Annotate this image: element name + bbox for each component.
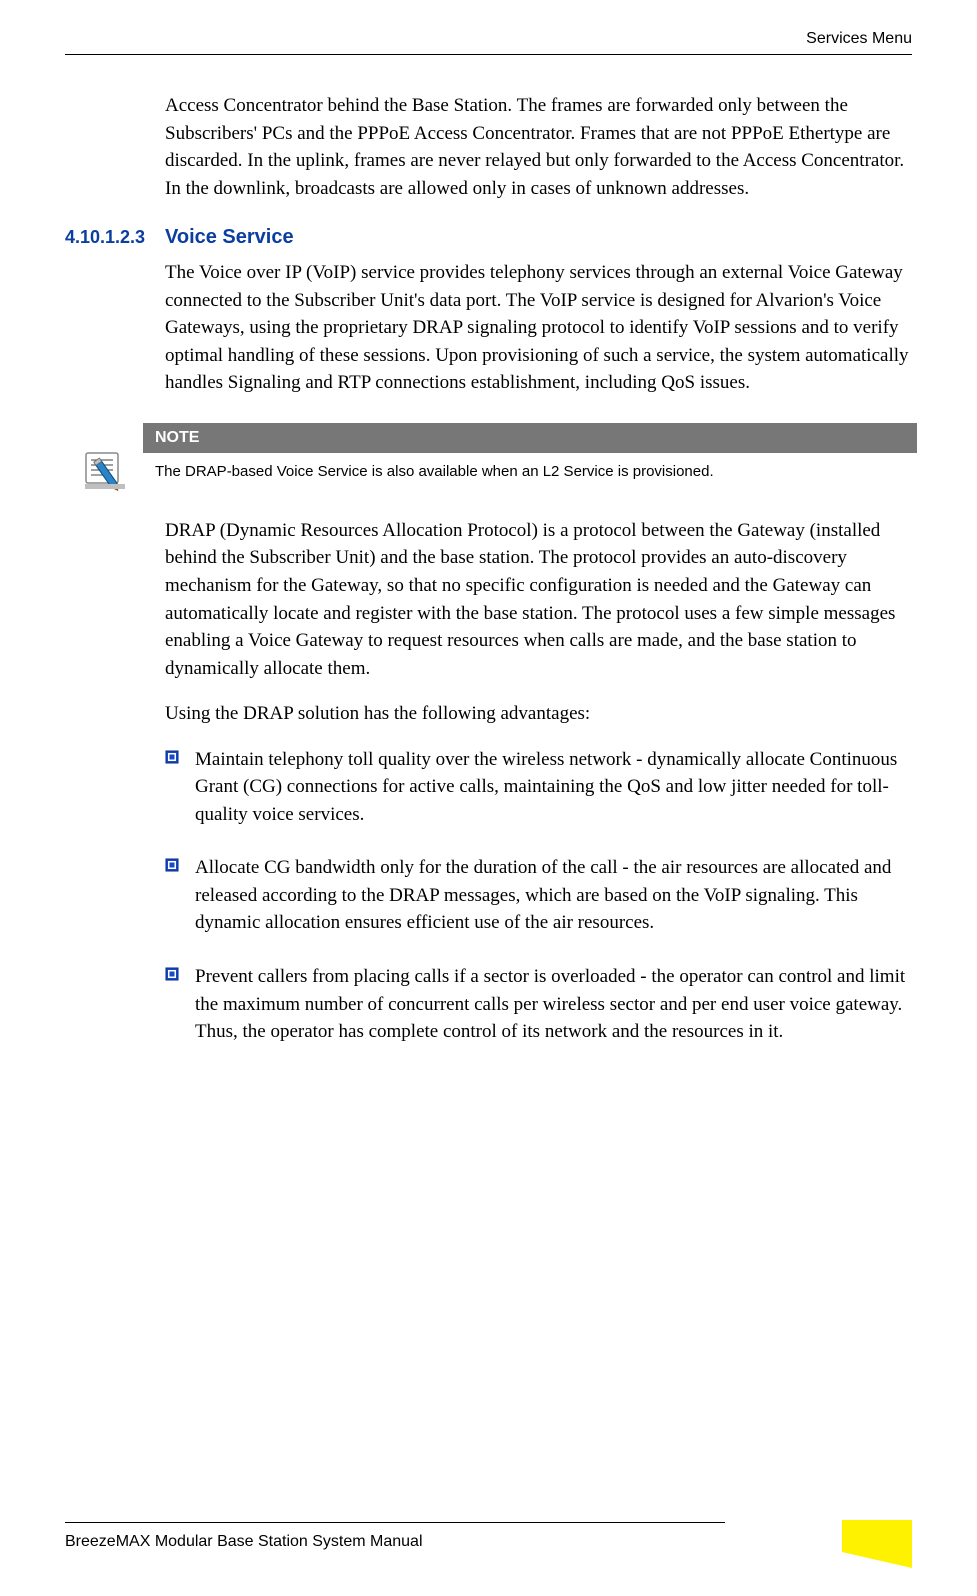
section-title: Voice Service [165, 226, 294, 249]
note-box: NOTE The DRAP-based Voice Service is als… [143, 423, 917, 488]
header-section-label: Services Menu [65, 30, 912, 54]
bullet-text: Allocate CG bandwidth only for the durat… [195, 854, 917, 937]
bullet-text: Maintain telephony toll quality over the… [195, 746, 917, 829]
note-block: NOTE The DRAP-based Voice Service is als… [83, 423, 917, 491]
list-item: Prevent callers from placing calls if a … [165, 963, 917, 1046]
note-label: NOTE [143, 423, 917, 453]
corner-mark [842, 1520, 912, 1568]
footer-rule [65, 1522, 725, 1523]
bullet-text: Prevent callers from placing calls if a … [195, 963, 917, 1046]
section-heading-row: 4.10.1.2.3 Voice Service [65, 226, 917, 249]
advantages-intro: Using the DRAP solution has the followin… [165, 700, 917, 728]
page-content: Access Concentrator behind the Base Stat… [65, 92, 917, 1072]
list-item: Maintain telephony toll quality over the… [165, 746, 917, 829]
section-paragraph: The Voice over IP (VoIP) service provide… [165, 259, 917, 397]
drap-paragraph: DRAP (Dynamic Resources Allocation Proto… [165, 517, 917, 682]
page-footer: BreezeMAX Modular Base Station System Ma… [65, 1522, 917, 1551]
bullet-icon [165, 854, 195, 872]
list-item: Allocate CG bandwidth only for the durat… [165, 854, 917, 937]
intro-paragraph: Access Concentrator behind the Base Stat… [165, 92, 917, 202]
bullet-icon [165, 963, 195, 981]
note-icon [83, 423, 143, 491]
note-text: The DRAP-based Voice Service is also ava… [143, 453, 917, 488]
header-rule [65, 54, 912, 55]
footer-title: BreezeMAX Modular Base Station System Ma… [65, 1533, 872, 1551]
bullet-list: Maintain telephony toll quality over the… [165, 746, 917, 1046]
section-number: 4.10.1.2.3 [65, 227, 165, 248]
page-header: Services Menu [65, 30, 912, 55]
bullet-icon [165, 746, 195, 764]
